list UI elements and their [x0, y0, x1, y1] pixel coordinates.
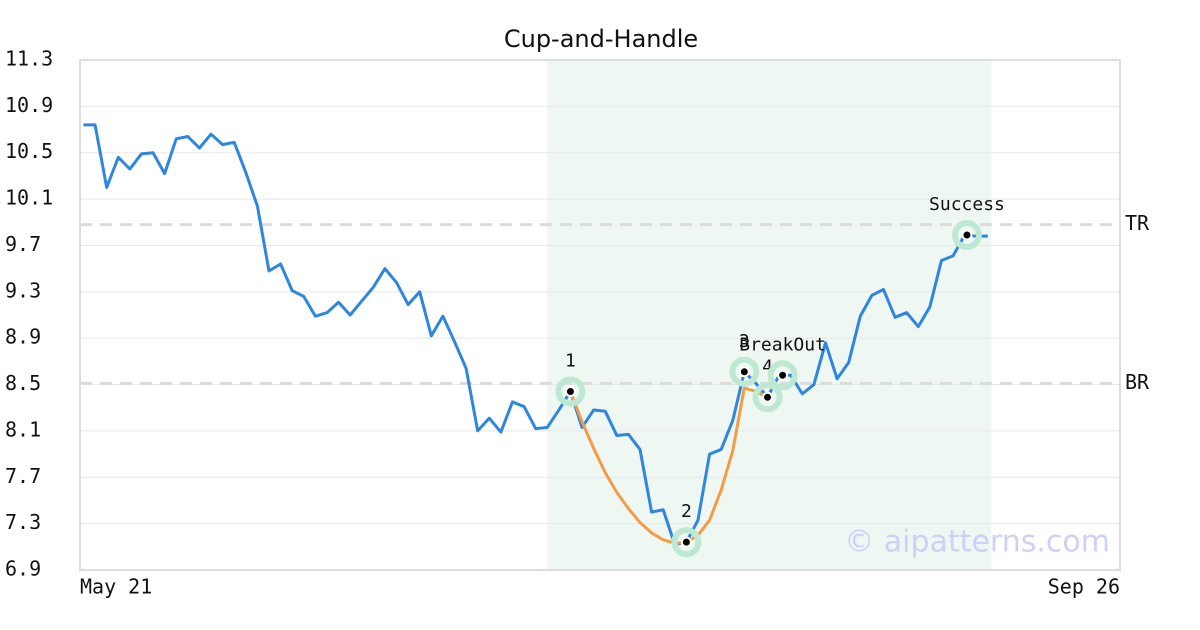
pattern-point [961, 229, 973, 241]
watermark: © aipatterns.com [844, 525, 1110, 560]
y-tick-label: 6.9 [5, 557, 41, 581]
y-tick-label: 8.5 [5, 371, 41, 395]
series-line [569, 386, 769, 545]
series-line [83, 123, 988, 546]
y-tick-label: 9.7 [5, 232, 41, 256]
y-tick-label: 8.9 [5, 325, 41, 349]
pattern-label: 4 [762, 356, 773, 377]
pattern-label: 1 [565, 351, 576, 372]
pattern-label: 2 [681, 501, 692, 522]
pattern-point-halo [729, 356, 760, 387]
pattern-label: Success [929, 194, 1005, 215]
pattern-region [547, 60, 992, 570]
pattern-label: BreakOut [739, 334, 826, 355]
y-tick-label: 11.3 [5, 47, 53, 71]
pattern-point-halo [752, 382, 783, 413]
y-tick-label: 10.1 [5, 186, 53, 210]
pattern-point [762, 391, 774, 403]
pattern-point-halo [951, 220, 982, 251]
pattern-point [680, 536, 692, 548]
pattern-point [738, 366, 750, 378]
pattern-point-halo [767, 360, 798, 391]
pattern-point-halo [671, 527, 702, 558]
pattern-point [777, 369, 789, 381]
y-tick-label: 10.5 [5, 139, 53, 163]
plot-border [79, 59, 1121, 571]
y-tick-label: 10.9 [5, 93, 53, 117]
reference-label: TR [1125, 211, 1150, 235]
pattern-label: 3 [739, 331, 750, 352]
reference-label: BR [1125, 370, 1150, 394]
chart-title: Cup-and-Handle [504, 25, 698, 53]
x-tick-label: Sep 26 [1048, 575, 1120, 599]
pattern-point-halo [555, 376, 586, 407]
y-tick-label: 8.1 [5, 417, 41, 441]
x-tick-label: May 21 [80, 575, 152, 599]
y-tick-label: 9.3 [5, 278, 41, 302]
pattern-point [564, 386, 576, 397]
y-tick-label: 7.7 [5, 464, 41, 488]
y-tick-label: 7.3 [5, 510, 41, 534]
